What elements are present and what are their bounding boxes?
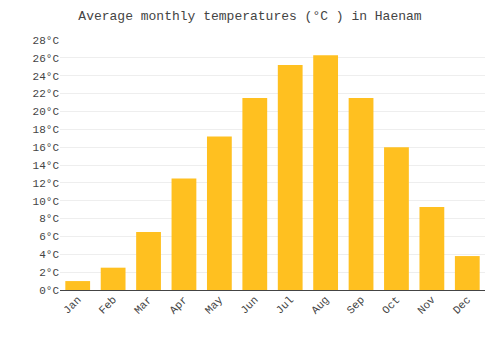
svg-text:Feb: Feb <box>97 294 119 316</box>
svg-text:Apr: Apr <box>167 294 189 316</box>
svg-text:2°C: 2°C <box>39 267 59 279</box>
svg-text:26°C: 26°C <box>33 53 60 65</box>
svg-text:Jan: Jan <box>61 294 83 316</box>
svg-text:24°C: 24°C <box>33 71 60 83</box>
svg-text:14°C: 14°C <box>33 160 60 172</box>
svg-text:Mar: Mar <box>132 294 154 316</box>
svg-text:Dec: Dec <box>451 294 473 316</box>
svg-text:Average monthly temperatures (: Average monthly temperatures (°C ) in Ha… <box>78 9 421 24</box>
svg-text:20°C: 20°C <box>33 106 60 118</box>
svg-text:10°C: 10°C <box>33 196 60 208</box>
svg-text:22°C: 22°C <box>33 88 60 100</box>
svg-text:0°C: 0°C <box>39 285 59 297</box>
svg-text:18°C: 18°C <box>33 124 60 136</box>
svg-text:Jun: Jun <box>238 294 260 316</box>
svg-text:Jul: Jul <box>274 294 296 316</box>
svg-text:28°C: 28°C <box>33 35 60 47</box>
svg-text:Nov: Nov <box>415 294 438 317</box>
svg-text:12°C: 12°C <box>33 178 60 190</box>
svg-text:8°C: 8°C <box>39 213 59 225</box>
svg-text:Aug: Aug <box>309 294 331 316</box>
svg-text:Sep: Sep <box>345 294 367 316</box>
svg-text:6°C: 6°C <box>39 231 59 243</box>
svg-text:16°C: 16°C <box>33 142 60 154</box>
svg-text:4°C: 4°C <box>39 249 59 261</box>
svg-text:May: May <box>203 294 226 317</box>
svg-text:Oct: Oct <box>380 294 402 316</box>
